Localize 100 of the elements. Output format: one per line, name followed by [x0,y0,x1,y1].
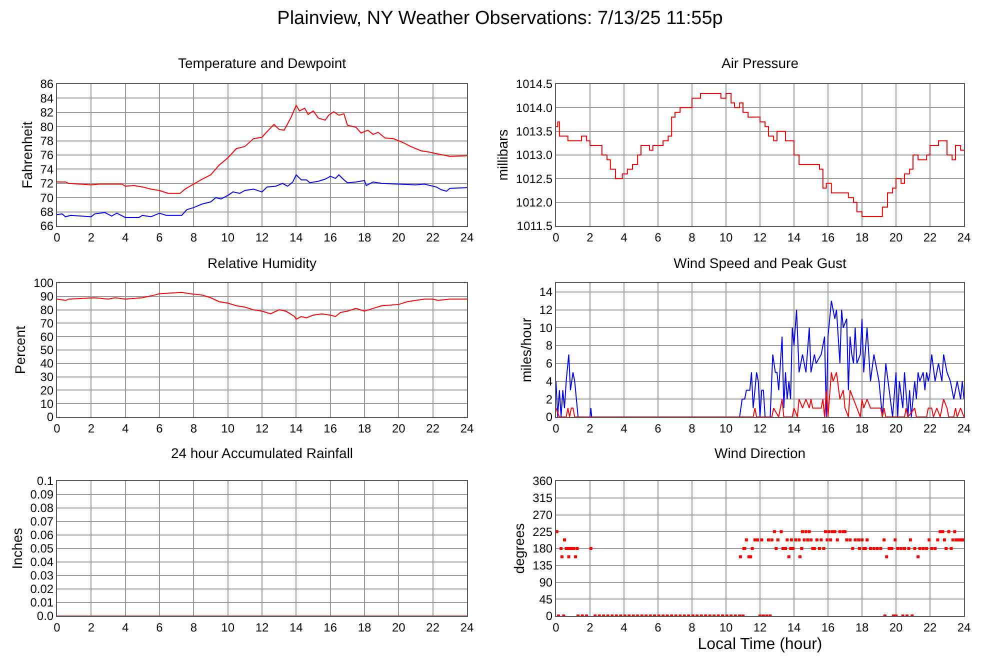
line-series [57,104,467,194]
y-tick-label: 100 [34,276,54,290]
chart-title: Wind Direction [714,444,806,461]
x-tick-label: 12 [753,421,767,436]
x-tick-label: 18 [855,230,869,244]
x-tick-label: 20 [392,620,406,634]
y-tick-label: 10 [539,320,553,335]
line-series [556,372,964,417]
y-tick-label: 90 [539,575,553,590]
chart-title: Relative Humidity [208,254,316,271]
x-tick-label: 8 [688,620,696,634]
y-tick-label: 1011.5 [516,219,553,234]
y-tick-label: 0 [546,609,553,624]
y-tick-label: 10 [40,396,54,411]
x-tick-label: 6 [156,421,164,436]
y-tick-label: 0.0 [36,609,54,624]
x-tick-label: 6 [654,421,662,436]
x-tick-label: 22 [426,230,440,244]
y-tick-label: 8 [546,338,553,353]
x-tick-label: 24 [957,230,971,244]
y-tick-label: 0.01 [30,596,54,610]
y-tick-label: 360 [532,474,553,488]
y-tick-label: 0.07 [30,514,54,529]
x-tick-label: 4 [122,230,129,244]
x-tick-label: 22 [923,230,937,244]
x-tick-label: 10 [221,620,235,634]
x-tick-label: 12 [753,230,767,244]
x-tick-label: 22 [923,620,937,634]
x-tick-label: 2 [88,620,95,634]
y-axis-title: Fahrenheit [18,121,35,188]
x-tick-label: 24 [460,230,474,244]
x-tick-label: 4 [620,421,628,436]
y-tick-label: 0.04 [30,555,54,570]
y-tick-label: 40 [40,356,54,371]
x-tick-label: 22 [923,421,937,436]
x-tick-label: 14 [787,421,801,436]
x-tick-label: 20 [889,620,903,634]
x-tick-label: 2 [586,230,594,244]
x-tick-label: 8 [688,230,696,244]
x-tick-label: 4 [122,421,129,436]
x-tick-label: 16 [324,421,338,436]
y-tick-label: 84 [40,91,54,106]
y-tick-label: 1012.0 [516,196,553,210]
y-tick-label: 66 [40,219,54,234]
x-tick-label: 14 [289,230,304,244]
x-tick-label: 2 [586,421,594,436]
y-tick-label: 72 [40,176,54,191]
y-tick-label: 12 [539,303,553,317]
x-tick-label: 4 [122,620,129,634]
y-tick-label: 0.08 [30,501,54,516]
y-tick-label: 68 [40,205,54,219]
y-tick-label: 50 [40,343,54,358]
x-tick-label: 22 [426,421,440,436]
x-tick-label: 6 [156,230,164,244]
x-tick-label: 18 [358,230,372,244]
y-tick-label: 1012.5 [516,172,553,186]
y-tick-label: 78 [40,134,54,148]
x-tick-label: 16 [324,620,338,634]
x-tick-label: 20 [889,421,903,436]
y-tick-label: 225 [532,524,553,539]
y-tick-label: 20 [40,383,54,398]
y-tick-label: 315 [532,491,553,506]
y-tick-label: 0 [46,410,54,424]
x-tick-label: 16 [324,230,338,244]
y-tick-label: 80 [40,120,54,134]
y-axis-title: degrees [511,523,528,574]
y-tick-label: 70 [40,316,54,330]
x-tick-label: 12 [255,421,269,436]
line-series [57,292,467,320]
y-tick-label: 0.06 [30,528,54,542]
x-tick-label: 10 [719,421,733,436]
x-tick-label: 10 [719,620,733,634]
chart-title: Air Pressure [721,54,799,71]
x-tick-label: 6 [654,230,662,244]
y-tick-label: 80 [40,303,54,317]
x-tick-label: 24 [460,620,474,634]
x-tick-label: 24 [957,421,971,436]
x-tick-label: 2 [88,230,95,244]
x-tick-label: 24 [957,620,971,634]
x-tick-label: 14 [787,620,801,634]
x-tick-label: 18 [358,620,372,634]
x-tick-label: 24 [460,421,474,436]
y-tick-label: 135 [532,558,553,573]
x-tick-label: 6 [156,620,164,634]
x-tick-label: 16 [821,421,835,436]
y-tick-label: 70 [40,190,54,205]
line-series [57,174,467,218]
y-tick-label: 1014.5 [516,77,553,92]
y-tick-label: 30 [40,370,54,384]
x-tick-label: 14 [289,421,304,436]
x-tick-label: 8 [190,230,198,244]
x-tick-label: 20 [392,230,406,244]
y-tick-label: 270 [532,508,553,522]
y-tick-label: 60 [40,330,54,344]
x-axis-title: Local Time (hour) [698,636,822,654]
x-tick-label: 18 [855,620,869,634]
y-tick-label: 180 [532,542,553,556]
y-tick-label: 0.1 [36,474,54,488]
y-tick-label: 0.09 [30,488,54,502]
y-axis-title: miles/hour [518,317,534,382]
